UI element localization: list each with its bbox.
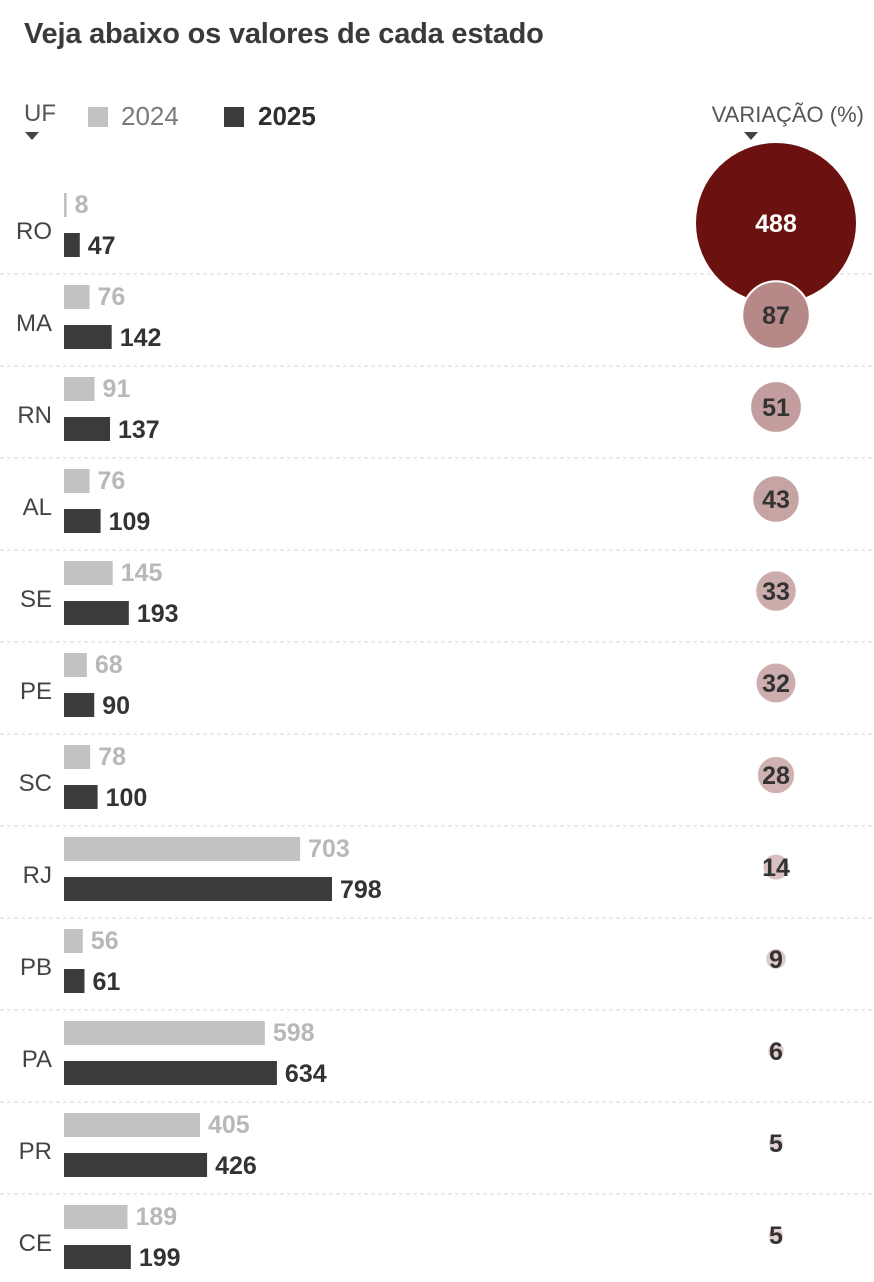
uf-sort-arrow-icon[interactable] bbox=[25, 132, 39, 140]
variation-bubble-pr bbox=[766, 1133, 786, 1153]
bar-2024-pe bbox=[64, 653, 87, 677]
category-label-pa: PA bbox=[22, 1046, 52, 1073]
chart-title: Veja abaixo os valores de cada estado bbox=[24, 18, 544, 50]
value-label-2025-pe: 90 bbox=[102, 692, 130, 720]
category-label-pe: PE bbox=[20, 678, 52, 705]
bar-2024-se bbox=[64, 561, 113, 585]
value-label-2024-ce: 189 bbox=[135, 1203, 177, 1231]
category-label-se: SE bbox=[20, 586, 52, 613]
value-label-2025-sc: 100 bbox=[106, 784, 148, 812]
variation-label-sc: 28 bbox=[762, 762, 790, 790]
value-label-2025-ma: 142 bbox=[120, 324, 162, 352]
bar-2024-ce bbox=[64, 1205, 128, 1229]
legend-label-2024: 2024 bbox=[121, 101, 179, 131]
category-label-ma: MA bbox=[16, 310, 52, 337]
value-label-2025-ro: 47 bbox=[88, 232, 116, 260]
category-label-al: AL bbox=[23, 494, 52, 521]
variation-bubble-se bbox=[754, 569, 798, 613]
value-label-2025-pr: 426 bbox=[215, 1152, 257, 1180]
bar-2025-pa bbox=[64, 1061, 277, 1085]
legend-swatch-2024 bbox=[88, 107, 108, 127]
variation-bubble-pe bbox=[754, 661, 798, 705]
category-label-pr: PR bbox=[19, 1138, 52, 1165]
category-label-ce: CE bbox=[19, 1230, 52, 1257]
variation-bubbles bbox=[696, 143, 856, 1245]
value-label-2024-ro: 8 bbox=[75, 191, 89, 219]
legend-label-2025: 2025 bbox=[258, 101, 316, 131]
value-label-2024-pb: 56 bbox=[91, 927, 119, 955]
category-label-rn: RN bbox=[17, 402, 52, 429]
variation-bubble-ma bbox=[741, 280, 811, 350]
value-label-2024-al: 76 bbox=[98, 467, 126, 495]
value-label-2025-al: 109 bbox=[109, 508, 151, 536]
value-label-2024-se: 145 bbox=[121, 559, 163, 587]
variation-bubble-rj bbox=[761, 852, 791, 882]
uf-sort-header[interactable]: UF bbox=[24, 100, 56, 127]
value-label-2024-pr: 405 bbox=[208, 1111, 250, 1139]
variation-bubble-ce bbox=[766, 1225, 786, 1245]
value-label-2024-pa: 598 bbox=[273, 1019, 315, 1047]
variation-label-rn: 51 bbox=[762, 394, 790, 422]
variation-bubble-ro bbox=[696, 143, 856, 303]
value-label-2024-sc: 78 bbox=[98, 743, 126, 771]
bar-2025-al bbox=[64, 509, 101, 533]
variation-bubble-pb bbox=[764, 947, 788, 971]
bar-2025-ma bbox=[64, 325, 112, 349]
variation-label-se: 33 bbox=[762, 578, 790, 606]
value-label-2025-ce: 199 bbox=[139, 1244, 181, 1272]
bar-2024-al bbox=[64, 469, 90, 493]
variation-bubble-pa bbox=[766, 1041, 786, 1061]
bar-2025-rj bbox=[64, 877, 332, 901]
variation-label-ce: 5 bbox=[769, 1222, 783, 1250]
bar-2025-pr bbox=[64, 1153, 208, 1177]
bar-2024-ma bbox=[64, 285, 90, 309]
bar-2025-ro bbox=[64, 233, 80, 257]
variation-label-pb: 9 bbox=[769, 946, 783, 974]
rows: RO847MA76142RN91137AL76109SE145193PE6890… bbox=[0, 191, 874, 1272]
bar-2025-pe bbox=[64, 693, 95, 717]
bar-2024-pa bbox=[64, 1021, 265, 1045]
bar-2025-rn bbox=[64, 417, 111, 441]
variation-bubble-rn bbox=[749, 380, 803, 434]
variation-sort-header[interactable]: VARIAÇÃO (%) bbox=[711, 102, 864, 127]
category-label-ro: RO bbox=[16, 218, 52, 245]
value-label-2025-rn: 137 bbox=[118, 416, 160, 444]
variation-label-pa: 6 bbox=[769, 1038, 783, 1066]
variation-label-pr: 5 bbox=[769, 1130, 783, 1158]
variation-label-rj: 14 bbox=[762, 854, 790, 882]
variation-sort-arrow-icon[interactable] bbox=[744, 132, 758, 140]
bar-2025-ce bbox=[64, 1245, 131, 1269]
value-label-2025-pb: 61 bbox=[92, 968, 120, 996]
variation-label-al: 43 bbox=[762, 486, 790, 514]
value-label-2025-rj: 798 bbox=[340, 876, 382, 904]
value-label-2024-pe: 68 bbox=[95, 651, 123, 679]
variation-labels: 488 87 51 43 33 32 28 14 9 6 5 5 bbox=[755, 210, 797, 1250]
bar-2024-ro bbox=[64, 193, 67, 217]
bar-2025-sc bbox=[64, 785, 98, 809]
bar-2024-rj bbox=[64, 837, 301, 861]
variation-bubble-al bbox=[751, 474, 801, 524]
category-label-pb: PB bbox=[20, 954, 52, 981]
bar-2025-se bbox=[64, 601, 129, 625]
bar-2024-pr bbox=[64, 1113, 201, 1137]
variation-label-ro: 488 bbox=[755, 210, 797, 238]
bar-2025-pb bbox=[64, 969, 85, 993]
variation-label-ma: 87 bbox=[762, 302, 790, 330]
legend-swatch-2025 bbox=[224, 107, 244, 127]
value-label-2024-rj: 703 bbox=[308, 835, 350, 863]
bar-2024-pb bbox=[64, 929, 83, 953]
category-label-rj: RJ bbox=[23, 862, 52, 889]
value-label-2025-se: 193 bbox=[137, 600, 179, 628]
variation-bubble-sc bbox=[755, 754, 797, 796]
variation-label-pe: 32 bbox=[762, 670, 790, 698]
category-label-sc: SC bbox=[19, 770, 52, 797]
bar-2024-rn bbox=[64, 377, 95, 401]
value-label-2024-rn: 91 bbox=[103, 375, 131, 403]
value-label-2024-ma: 76 bbox=[98, 283, 126, 311]
bar-2024-sc bbox=[64, 745, 91, 769]
value-label-2025-pa: 634 bbox=[285, 1060, 327, 1088]
